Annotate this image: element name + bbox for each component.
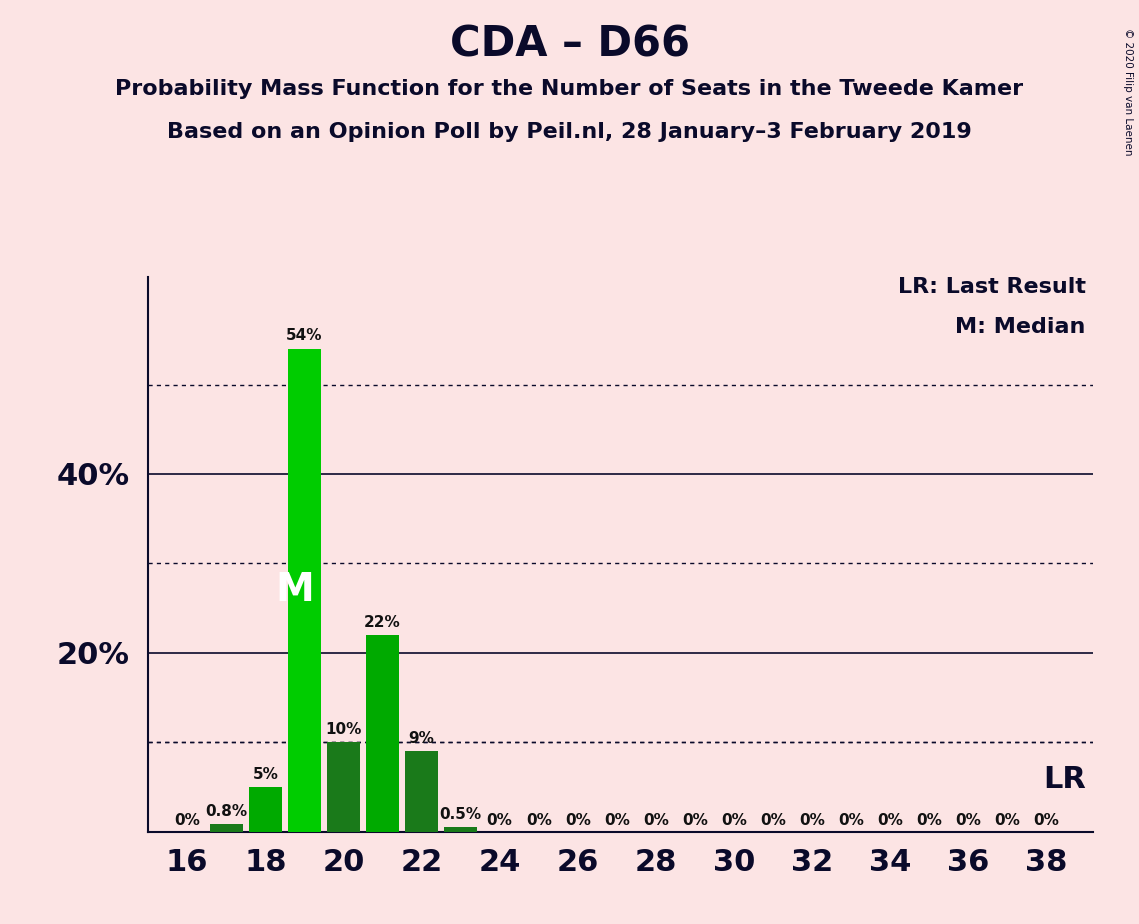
Bar	[366, 635, 399, 832]
Text: 0%: 0%	[486, 813, 513, 828]
Text: 54%: 54%	[286, 328, 322, 344]
Text: 0%: 0%	[917, 813, 942, 828]
Bar	[405, 751, 439, 832]
Text: 0%: 0%	[604, 813, 630, 828]
Text: 0%: 0%	[644, 813, 669, 828]
Text: LR: LR	[1042, 764, 1085, 794]
Text: 0.5%: 0.5%	[440, 807, 482, 821]
Text: 0%: 0%	[174, 813, 200, 828]
Text: 0%: 0%	[838, 813, 865, 828]
Text: 0%: 0%	[565, 813, 591, 828]
Bar	[288, 348, 321, 832]
Text: M: Median: M: Median	[956, 318, 1085, 337]
Bar	[444, 827, 477, 832]
Text: 9%: 9%	[409, 731, 434, 746]
Text: M: M	[276, 571, 314, 609]
Bar	[248, 787, 281, 832]
Text: 0%: 0%	[994, 813, 1021, 828]
Text: 0%: 0%	[956, 813, 982, 828]
Text: 0%: 0%	[800, 813, 825, 828]
Text: 22%: 22%	[364, 614, 401, 629]
Text: 5%: 5%	[253, 767, 278, 782]
Text: CDA – D66: CDA – D66	[450, 23, 689, 65]
Text: Based on an Opinion Poll by Peil.nl, 28 January–3 February 2019: Based on an Opinion Poll by Peil.nl, 28 …	[167, 122, 972, 142]
Text: 0%: 0%	[721, 813, 747, 828]
Bar	[210, 824, 243, 832]
Text: 0%: 0%	[526, 813, 551, 828]
Text: 10%: 10%	[326, 722, 361, 736]
Text: 0%: 0%	[682, 813, 708, 828]
Text: 0.8%: 0.8%	[205, 804, 247, 819]
Text: 0%: 0%	[760, 813, 786, 828]
Text: 0%: 0%	[877, 813, 903, 828]
Bar	[327, 742, 360, 832]
Text: Probability Mass Function for the Number of Seats in the Tweede Kamer: Probability Mass Function for the Number…	[115, 79, 1024, 99]
Text: LR: Last Result: LR: Last Result	[898, 277, 1085, 298]
Text: 0%: 0%	[1033, 813, 1059, 828]
Text: © 2020 Filip van Laenen: © 2020 Filip van Laenen	[1123, 28, 1133, 155]
